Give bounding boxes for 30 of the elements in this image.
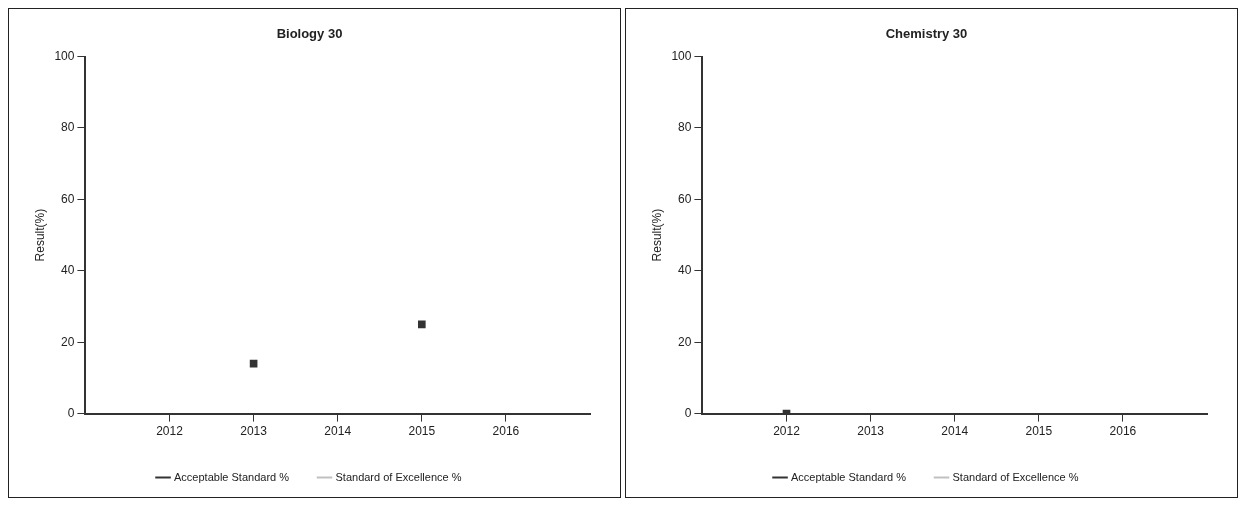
chart-title: Chemistry 30 xyxy=(885,26,968,42)
x-tick-label: 2015 xyxy=(408,424,436,439)
legend-label: Acceptable Standard % xyxy=(174,470,290,483)
legend-label: Standard of Excellence % xyxy=(335,470,462,483)
y-tick-label: 20 xyxy=(678,334,692,349)
y-tick-label: 100 xyxy=(54,48,75,63)
legend-label: Standard of Excellence % xyxy=(952,470,1079,483)
x-tick-label: 2014 xyxy=(324,424,352,439)
y-axis-title: Result(%) xyxy=(32,208,47,262)
x-tick-label: 2012 xyxy=(773,424,801,439)
legend-label: Acceptable Standard % xyxy=(791,470,907,483)
y-tick-label: 40 xyxy=(61,263,75,278)
y-tick-label: 100 xyxy=(671,48,692,63)
x-tick-label: 2015 xyxy=(1025,424,1053,439)
x-tick-label: 2016 xyxy=(1109,424,1137,439)
chart-title: Biology 30 xyxy=(276,26,343,42)
x-tick-label: 2013 xyxy=(857,424,885,439)
y-tick-label: 0 xyxy=(684,405,692,420)
x-tick-label: 2013 xyxy=(240,424,268,439)
y-tick-label: 20 xyxy=(61,334,75,349)
y-tick-label: 40 xyxy=(678,263,692,278)
x-tick-label: 2016 xyxy=(492,424,520,439)
x-tick-label: 2014 xyxy=(941,424,969,439)
y-tick-label: 80 xyxy=(678,120,692,135)
y-axis-title: Result(%) xyxy=(649,208,664,262)
y-tick-label: 60 xyxy=(678,191,692,206)
y-tick-label: 80 xyxy=(61,120,75,135)
y-tick-label: 60 xyxy=(61,191,75,206)
x-tick-label: 2012 xyxy=(156,424,184,439)
y-tick-label: 0 xyxy=(67,405,75,420)
